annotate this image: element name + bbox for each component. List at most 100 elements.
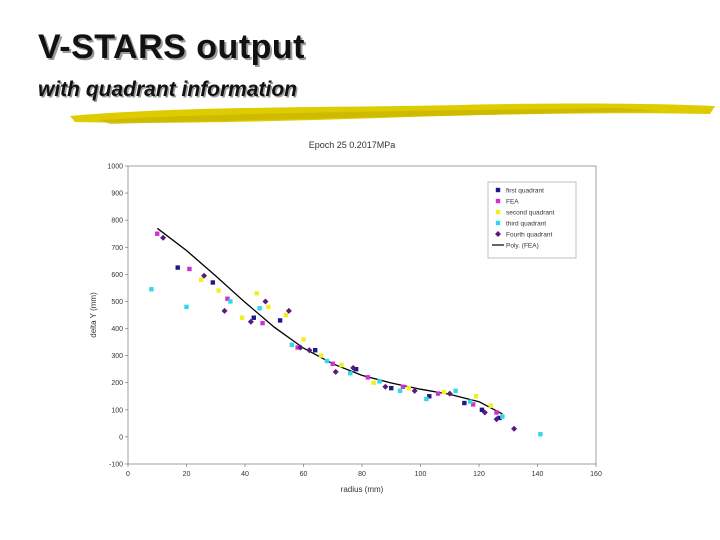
legend-label: third quadrant [506,221,546,228]
chart-title: Epoch 25 0.2017MPa [309,140,396,150]
point-third-quadrant [468,399,473,404]
point-second-quadrant [318,353,324,358]
point-fourth-quadrant [411,387,418,394]
point-fourth-quadrant [332,368,339,375]
point-fea [435,391,441,396]
point-first-quadrant [175,265,180,270]
point-third-quadrant [184,304,189,310]
y-axis-label: delta Y (mm) [89,292,98,338]
point-second-quadrant [198,277,204,282]
point-second-quadrant [473,394,479,399]
point-first-quadrant [427,394,432,399]
slide-title: V-STARS output [38,28,305,66]
point-third-quadrant [424,396,429,402]
point-second-quadrant [216,288,221,293]
point-second-quadrant [283,312,289,318]
point-third-quadrant [257,306,262,311]
point-third-quadrant [377,379,382,384]
point-fourth-quadrant [247,318,254,325]
point-third-quadrant [149,287,154,292]
point-fea [400,384,406,389]
x-tick-label: 120 [473,471,485,478]
y-tick-label: 1000 [107,164,123,171]
point-second-quadrant [441,390,447,395]
y-tick-label: 0 [119,434,123,441]
point-fea [187,266,192,272]
point-third-quadrant [397,388,403,394]
point-second-quadrant [371,380,376,385]
point-fourth-quadrant [350,364,357,371]
y-tick-label: 400 [111,326,123,333]
x-axis-label: radius (mm) [341,485,384,494]
point-first-quadrant [389,385,394,391]
point-third-quadrant [324,358,330,364]
data-points [149,231,543,437]
point-fourth-quadrant [306,347,313,354]
point-fea [365,375,371,380]
y-tick-label: 600 [111,272,123,279]
x-tick-label: 20 [183,471,191,478]
point-fea [225,296,230,301]
chart-legend: first quadrant FEA second quadrant third qu… [487,181,577,259]
y-tick-label: 300 [111,353,123,360]
point-third-quadrant [289,342,294,347]
y-tick-label: 700 [111,245,123,252]
point-fea [330,361,335,366]
point-first-quadrant [313,348,318,353]
y-tick-label: 200 [111,380,123,387]
point-third-quadrant [348,371,353,376]
point-second-quadrant [266,304,271,310]
legend-marker [495,231,501,237]
point-second-quadrant [339,362,344,368]
y-axis-ticks: -100 0 100 200 300 400 500 600 700 800 900 1000 [107,164,128,469]
legend-marker [495,187,501,193]
point-fourth-quadrant [221,307,228,314]
point-second-quadrant [301,337,306,342]
point-fourth-quadrant [382,383,389,390]
x-tick-label: 60 [300,471,308,478]
legend-label: second quadrant [506,210,555,217]
point-third-quadrant [500,414,505,419]
point-fea [494,410,499,415]
point-fea [155,231,160,236]
y-tick-label: 500 [111,299,123,306]
slide-subtitle: with quadrant information [38,78,297,101]
point-fourth-quadrant [285,307,292,314]
point-fourth-quadrant [297,344,304,351]
point-fourth-quadrant [446,390,453,397]
point-third-quadrant [453,388,458,394]
point-second-quadrant [406,385,411,391]
x-tick-label: 100 [415,471,427,478]
x-tick-label: 40 [241,471,249,478]
point-fea [260,320,265,326]
point-fourth-quadrant [493,416,500,423]
point-second-quadrant [488,403,493,408]
point-first-quadrant [462,400,467,406]
legend-label: FEA [506,199,519,206]
scatter-chart: Epoch 25 0.2017MPa 0 20 40 60 80 100 120 140 160… [89,140,602,494]
accent-brush-stroke [70,103,715,124]
legend-label: Poly. (FEA) [506,243,539,250]
y-tick-label: 100 [111,407,123,414]
y-tick-label: 800 [111,218,123,225]
x-axis-ticks: 0 20 40 60 80 100 120 140 160 [126,464,602,478]
point-fourth-quadrant [262,298,269,305]
y-tick-label: 900 [111,191,123,198]
point-second-quadrant [239,315,245,320]
point-first-quadrant [277,318,283,323]
x-tick-label: 140 [532,471,544,478]
legend-label: Fourth quadrant [506,232,552,239]
point-fourth-quadrant [481,409,488,416]
point-first-quadrant [353,366,359,372]
legend-marker [495,198,501,204]
point-first-quadrant [251,315,256,320]
legend-marker [495,220,501,226]
point-third-quadrant [538,432,543,437]
point-first-quadrant [479,407,485,413]
point-fea [470,402,476,407]
x-tick-label: 0 [126,471,130,478]
point-fourth-quadrant [201,272,208,279]
point-fourth-quadrant [160,234,167,241]
y-tick-label: -100 [109,462,123,469]
point-second-quadrant [254,291,259,296]
